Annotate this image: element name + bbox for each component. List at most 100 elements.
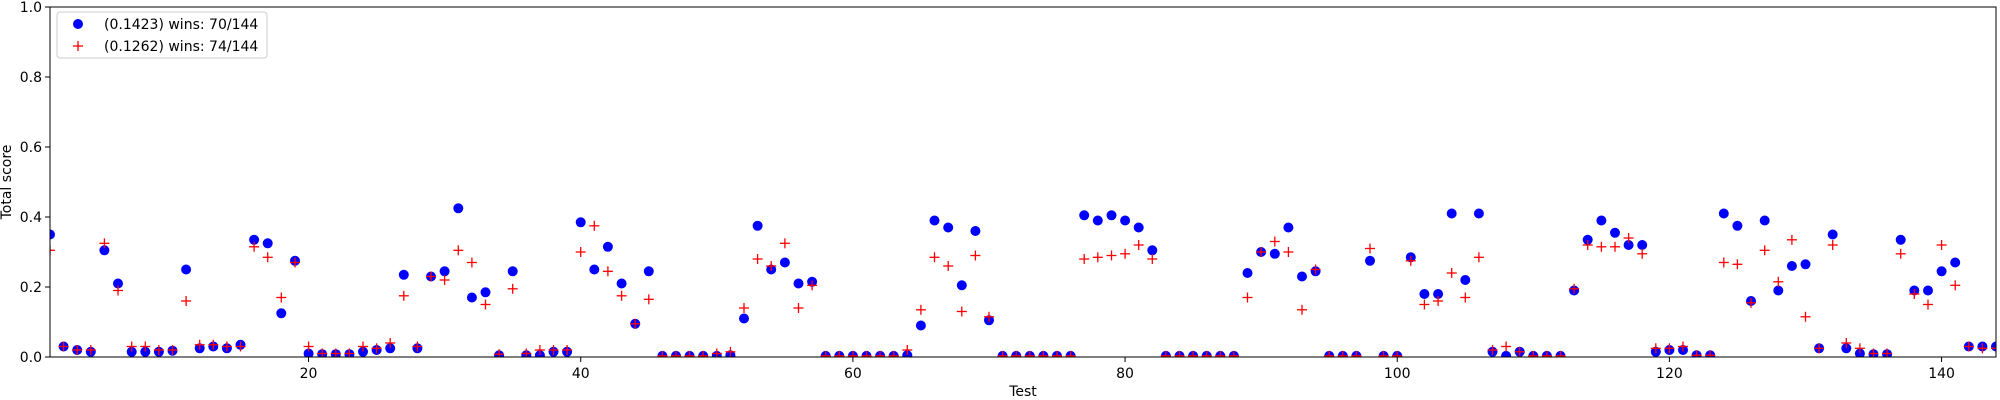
series-2-point [1854, 343, 1865, 354]
x-tick-label: 80 [1116, 366, 1134, 382]
series-1-point [1786, 261, 1797, 271]
series-2-point [834, 350, 845, 357]
series-2-point [221, 341, 232, 352]
series-2-point [1297, 304, 1307, 315]
series-1-point [1582, 234, 1593, 245]
series-2-point [140, 341, 151, 352]
series-2-point [1569, 283, 1580, 294]
plot-area [50, 7, 1996, 357]
series-2-point [1977, 343, 1988, 354]
series-2-point [1188, 350, 1199, 357]
series-2-point [1065, 350, 1076, 357]
legend-marker-series-1 [73, 19, 83, 29]
series-2-point [72, 345, 83, 355]
series-2-point [616, 290, 627, 301]
series-2-point [507, 283, 518, 294]
series-2-point [1895, 248, 1906, 259]
series-1-point [915, 320, 926, 331]
series-2-point [50, 245, 55, 256]
series-1-point [1923, 285, 1933, 296]
series-2-point [194, 339, 205, 350]
series-1-point [1269, 248, 1280, 259]
series-1-point [1120, 215, 1131, 226]
series-1-point [1841, 343, 1852, 354]
series-2-point [1909, 289, 1920, 299]
series-2-point [684, 350, 695, 357]
series-2-point [534, 345, 545, 355]
series-2-point [1473, 252, 1484, 263]
series-2-point [1718, 257, 1729, 268]
legend-box [56, 11, 268, 59]
series-2-point [1215, 350, 1226, 357]
series-2-point [208, 339, 219, 350]
series-2-point [1827, 240, 1838, 250]
series-1-point [276, 308, 287, 319]
x-axis-label: Test [1008, 384, 1037, 400]
series-2-point [1011, 350, 1022, 357]
series-2-point [984, 311, 994, 322]
series-2-point [480, 299, 491, 310]
series-2-point [1664, 343, 1675, 354]
y-tick-label: 0.4 [20, 210, 42, 226]
series-1-point [1092, 215, 1103, 226]
series-1-point [398, 269, 409, 280]
series-2-point [1351, 350, 1362, 357]
series-1-point [1365, 255, 1375, 266]
series-1-point [385, 343, 396, 354]
x-tick-label: 120 [1656, 366, 1683, 382]
series-2-point [1269, 236, 1280, 247]
series-2-point [1623, 233, 1634, 243]
series-1-point [113, 278, 123, 289]
series-2-point [1160, 350, 1171, 357]
series-1-point [643, 266, 654, 277]
series-2-point [153, 345, 164, 355]
series-2-point [1310, 264, 1321, 275]
series-1-point [1950, 257, 1961, 268]
series-2-point [426, 271, 436, 282]
series-2-point [875, 350, 886, 357]
series-2-point [1024, 350, 1035, 357]
series-2-point [1528, 350, 1539, 357]
series-2-point [1555, 350, 1566, 357]
series-2-point [1433, 296, 1444, 306]
series-2-point [1201, 350, 1212, 357]
x-tick-label: 100 [1384, 366, 1411, 382]
series-1-point [1133, 222, 1144, 233]
series-2-point [1610, 241, 1620, 252]
series-2-point [1991, 343, 1996, 354]
series-2-point [1746, 297, 1756, 308]
series-2-point [793, 303, 804, 313]
series-2-point [358, 341, 368, 352]
series-2-point [1732, 259, 1743, 270]
series-1-point [507, 266, 518, 277]
series-1-point [1895, 234, 1906, 245]
series-2-point [671, 350, 681, 357]
series-2-point [235, 341, 246, 352]
series-2-point [1174, 350, 1185, 357]
series-2-point [276, 292, 287, 303]
series-2-point [398, 290, 409, 301]
series-2-point [725, 346, 736, 357]
y-tick-label: 0.6 [20, 140, 42, 156]
series-2-point [1392, 350, 1403, 357]
series-2-point [807, 280, 818, 291]
series-1-point [1759, 215, 1770, 226]
series-2-point [1133, 240, 1144, 250]
series-2-point [997, 350, 1008, 357]
series-1-point [1732, 220, 1743, 231]
series-2-point [657, 350, 668, 357]
legend-marker-series-2 [73, 41, 83, 51]
series-2-point [1106, 250, 1117, 261]
series-1-point [1773, 285, 1784, 296]
series-2-point [902, 345, 913, 355]
series-2-point [1773, 276, 1784, 287]
series-1-point [1079, 210, 1090, 221]
series-2-point [1446, 268, 1457, 278]
series-1-point [1501, 350, 1512, 357]
series-1-point [1800, 259, 1811, 270]
series-1-point [943, 222, 954, 233]
series-1-point [1147, 245, 1158, 256]
series-2-point [575, 247, 586, 257]
series-1-point [739, 313, 749, 324]
series-2-point [1514, 346, 1525, 357]
